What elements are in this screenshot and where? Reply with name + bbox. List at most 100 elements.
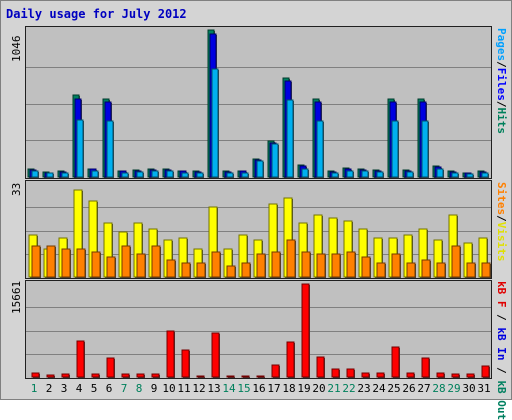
visits-sites-sites-bar-25 bbox=[391, 253, 401, 278]
visits-sites-sites-bar-12 bbox=[196, 262, 206, 278]
visits-sites-sites-bar-24 bbox=[376, 262, 386, 278]
hits-files-pages-pages-bar-20 bbox=[316, 120, 324, 178]
hits-files-pages-pages-bar-26 bbox=[406, 171, 414, 178]
visits-sites-sites-bar-18 bbox=[286, 239, 296, 278]
visits-sites-sites-bar-2 bbox=[46, 245, 56, 278]
hits-files-pages-pages-bar-15 bbox=[241, 172, 249, 178]
visits-sites-sites-bar-26 bbox=[406, 262, 416, 278]
x-tick-label-6: 6 bbox=[105, 382, 113, 395]
hits-files-pages-pages-bar-22 bbox=[346, 170, 354, 178]
kbytes-kb-f-bar-30 bbox=[466, 373, 475, 378]
kbytes-kb-f-bar-7 bbox=[121, 373, 130, 378]
visits-sites-legend-item-2: Visits bbox=[495, 221, 508, 262]
kbytes-kb-f-bar-22 bbox=[346, 368, 355, 378]
x-tick-label-4: 4 bbox=[75, 382, 83, 395]
kbytes-kb-f-bar-1 bbox=[31, 372, 40, 378]
x-tick-label-7: 7 bbox=[120, 382, 128, 395]
hits-files-pages-pages-bar-9 bbox=[151, 170, 159, 178]
kbytes-kb-f-bar-28 bbox=[436, 372, 445, 378]
x-tick-label-8: 8 bbox=[135, 382, 143, 395]
visits-sites-sites-bar-7 bbox=[121, 245, 131, 278]
visits-sites-sites-bar-10 bbox=[166, 259, 176, 278]
hits-files-pages-legend-item-0: Pages bbox=[495, 28, 508, 62]
hits-files-pages-pages-bar-14 bbox=[226, 172, 234, 178]
visits-sites-sites-bar-21 bbox=[331, 253, 341, 278]
visits-sites-sites-bar-29 bbox=[451, 245, 461, 278]
kbytes-kb-f-bar-17 bbox=[271, 364, 280, 378]
visits-sites-sites-bar-13 bbox=[211, 251, 221, 278]
kbytes-kb-f-bar-5 bbox=[91, 373, 100, 378]
hits-files-pages-pages-bar-30 bbox=[466, 173, 474, 178]
x-tick-label-12: 12 bbox=[192, 382, 206, 395]
kbytes-kb-f-bar-21 bbox=[331, 368, 340, 378]
panel-hits-files-pages bbox=[25, 26, 492, 179]
x-tick-label-23: 23 bbox=[357, 382, 371, 395]
x-tick-label-19: 19 bbox=[297, 382, 311, 395]
x-tick-label-18: 18 bbox=[282, 382, 296, 395]
x-tick-label-24: 24 bbox=[372, 382, 386, 395]
x-tick-label-3: 3 bbox=[60, 382, 68, 395]
visits-sites-sites-bar-9 bbox=[151, 245, 161, 278]
visits-sites-sites-bar-1 bbox=[31, 245, 41, 278]
x-tick-label-31: 31 bbox=[477, 382, 491, 395]
legend-kbytes: kB F / kB In / kB Out bbox=[495, 281, 508, 420]
hits-files-pages-legend-item-2: Files bbox=[495, 67, 508, 101]
kbytes-kb-f-bar-12 bbox=[196, 375, 205, 378]
kbytes-legend-item-4: kB Out bbox=[495, 380, 508, 420]
kbytes-kb-f-bar-9 bbox=[151, 373, 160, 378]
kbytes-kb-f-bar-14 bbox=[226, 375, 235, 378]
x-tick-label-11: 11 bbox=[177, 382, 191, 395]
kbytes-kb-f-bar-11 bbox=[181, 349, 190, 378]
kbytes-kb-f-bar-31 bbox=[481, 365, 490, 378]
visits-sites-sites-bar-17 bbox=[271, 251, 281, 278]
x-tick-label-13: 13 bbox=[207, 382, 221, 395]
kbytes-kb-f-bar-16 bbox=[256, 375, 265, 378]
kbytes-kb-f-bar-26 bbox=[406, 372, 415, 378]
hits-files-pages-pages-bar-17 bbox=[271, 143, 279, 178]
chart-title: Daily usage for July 2012 bbox=[6, 7, 187, 21]
visits-sites-sites-bar-8 bbox=[136, 253, 146, 278]
visits-sites-sites-bar-11 bbox=[181, 262, 191, 278]
x-tick-label-1: 1 bbox=[30, 382, 38, 395]
hits-files-pages-pages-bar-21 bbox=[331, 172, 339, 178]
visits-sites-plot bbox=[26, 189, 491, 278]
x-tick-label-25: 25 bbox=[387, 382, 401, 395]
kbytes-kb-f-bar-4 bbox=[76, 340, 85, 378]
hits-files-pages-plot bbox=[26, 29, 491, 178]
hits-files-pages-pages-bar-10 bbox=[166, 170, 174, 178]
visits-sites-sites-bar-5 bbox=[91, 251, 101, 278]
kbytes-legend-item-3: / bbox=[495, 360, 508, 381]
ymax-label-kbytes: 15661 bbox=[10, 280, 23, 314]
visits-sites-legend-item-0: Sites bbox=[495, 182, 508, 216]
x-tick-label-9: 9 bbox=[150, 382, 158, 395]
kbytes-legend-item-2: kB In bbox=[495, 327, 508, 361]
x-tick-label-16: 16 bbox=[252, 382, 266, 395]
x-tick-label-20: 20 bbox=[312, 382, 326, 395]
visits-sites-sites-bar-4 bbox=[76, 248, 86, 278]
legend-hits-files-pages: Pages/Files/Hits bbox=[495, 28, 508, 134]
kbytes-kb-f-bar-2 bbox=[46, 374, 55, 378]
hits-files-pages-pages-bar-2 bbox=[46, 172, 54, 178]
kbytes-legend-item-1: / bbox=[495, 307, 508, 328]
x-tick-label-26: 26 bbox=[402, 382, 416, 395]
x-tick-label-14: 14 bbox=[222, 382, 236, 395]
kbytes-kb-f-bar-6 bbox=[106, 357, 115, 378]
hits-files-pages-pages-bar-3 bbox=[61, 172, 69, 178]
hits-files-pages-pages-bar-28 bbox=[436, 168, 444, 178]
legend-visits-sites: Sites/Visits bbox=[495, 182, 508, 262]
hits-files-pages-pages-bar-13 bbox=[211, 68, 219, 178]
visits-sites-sites-bar-20 bbox=[316, 253, 326, 278]
visits-sites-sites-bar-19 bbox=[301, 251, 311, 278]
visits-sites-sites-bar-30 bbox=[466, 262, 476, 278]
x-tick-label-2: 2 bbox=[45, 382, 53, 395]
kbytes-legend-item-0: kB F bbox=[495, 281, 508, 308]
kbytes-kb-f-bar-10 bbox=[166, 330, 175, 378]
x-tick-label-30: 30 bbox=[462, 382, 476, 395]
x-tick-label-28: 28 bbox=[432, 382, 446, 395]
kbytes-kb-f-bar-24 bbox=[376, 372, 385, 378]
hits-files-pages-legend-item-4: Hits bbox=[495, 107, 508, 135]
visits-sites-legend-item-1: / bbox=[495, 215, 508, 222]
x-tick-label-22: 22 bbox=[342, 382, 356, 395]
kbytes-kb-f-bar-25 bbox=[391, 346, 400, 378]
kbytes-kb-f-bar-15 bbox=[241, 375, 250, 378]
